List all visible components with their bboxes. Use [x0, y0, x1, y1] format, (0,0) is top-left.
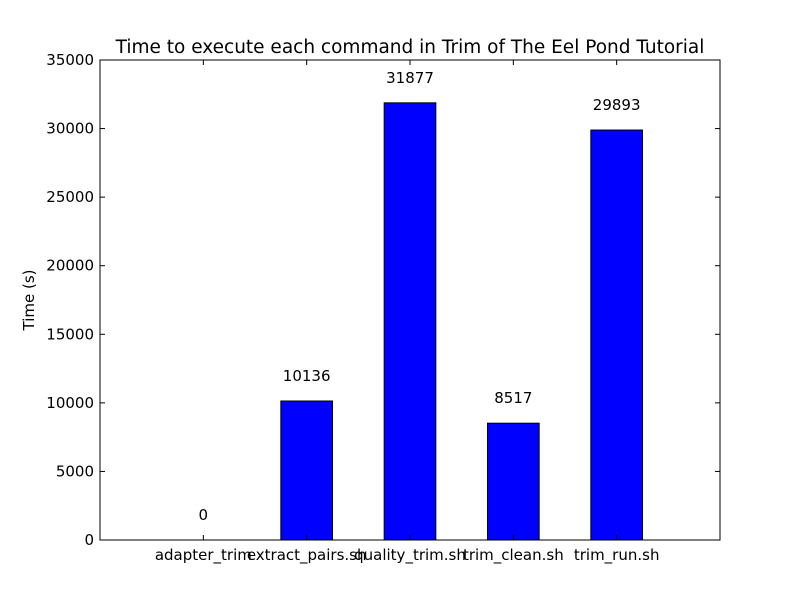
bar-4 [590, 129, 643, 541]
y-tick-label-7: 35000 [46, 51, 94, 69]
data-label-1: 10136 [283, 367, 331, 385]
plot-area: 0 10136 31877 8517 29893 0 5000 10000 15000 20000… [46, 51, 721, 565]
x-tick-label-4: trim_run.sh [574, 546, 660, 565]
x-tick-label-3: trim_clean.sh [463, 546, 564, 565]
y-axis-label: Time (s) [20, 270, 38, 332]
x-tick-label-1: extract_pairs.sh [247, 546, 367, 565]
y-tick-label-3: 15000 [46, 325, 94, 343]
data-label-0: 0 [199, 506, 209, 524]
bar-2 [383, 102, 437, 541]
bar-3 [487, 422, 540, 541]
y-tick-label-6: 30000 [46, 120, 94, 138]
y-tick-label-4: 20000 [46, 257, 94, 275]
y-tick-label-1: 5000 [56, 462, 94, 480]
data-label-4: 29893 [593, 96, 641, 114]
data-label-3: 8517 [494, 389, 532, 407]
chart-title: Time to execute each command in Trim of … [115, 37, 705, 58]
y-tick-label-2: 10000 [46, 394, 94, 412]
data-label-2: 31877 [386, 69, 434, 87]
bar-1 [280, 400, 334, 541]
y-tick-label-5: 25000 [46, 188, 94, 206]
x-tick-label-0: adapter_trim [155, 546, 252, 565]
y-tick-label-0: 0 [84, 531, 94, 549]
x-tick-label-2: quality_trim.sh [354, 546, 466, 565]
